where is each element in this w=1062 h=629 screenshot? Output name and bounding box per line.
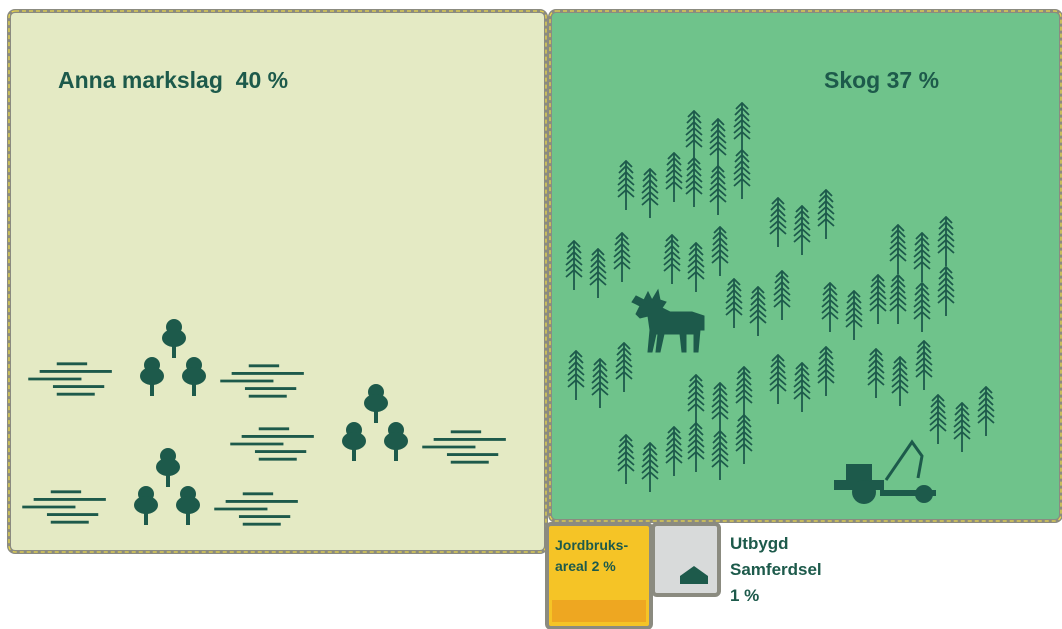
crop-icon: [552, 600, 646, 622]
region-border-dash: [8, 10, 547, 553]
tractor-icon: [834, 439, 936, 504]
region-box: [9, 11, 546, 552]
region-built: Utbygd Samferdsel 1 %: [651, 522, 822, 605]
region-forest: Skog 37 %: [548, 9, 1062, 523]
label-line: Utbygd: [730, 534, 789, 553]
region-box: [653, 524, 719, 595]
region-label: Anna markslag 40 %: [58, 67, 288, 93]
label-line: Jordbruks-: [555, 537, 628, 553]
icon-part: [846, 464, 872, 482]
region-label: Skog 37 %: [824, 67, 939, 93]
icon-part: [884, 439, 924, 481]
region-label: Utbygd Samferdsel 1 %: [730, 534, 822, 605]
region-box: [550, 11, 1061, 521]
label-line: 1 %: [730, 586, 759, 605]
label-line: areal 2 %: [555, 558, 616, 574]
region-other: Anna markslag 40 %: [7, 9, 548, 554]
region-border: [651, 522, 721, 597]
icon-part: [631, 288, 705, 353]
label-line: Samferdsel: [730, 560, 822, 579]
region-agriculture: Jordbruks- areal 2 %: [545, 522, 653, 629]
house-icon: [680, 566, 708, 584]
moose-icon: [631, 288, 705, 353]
region-border-dash: [549, 10, 1062, 522]
region-label: Jordbruks- areal 2 %: [555, 537, 628, 574]
icon-part: [880, 490, 936, 496]
